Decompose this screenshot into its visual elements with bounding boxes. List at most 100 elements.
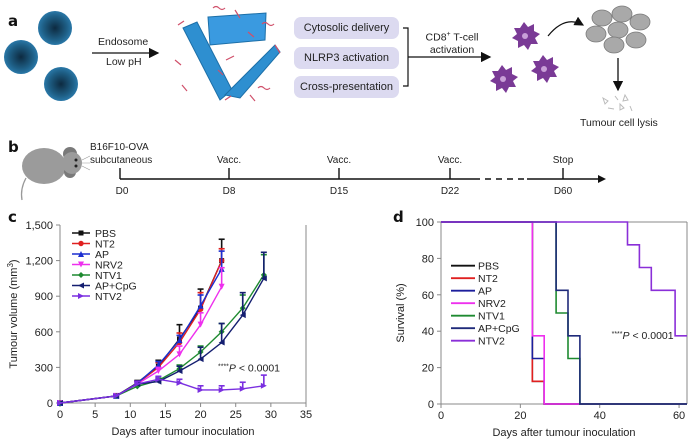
data-point-nrv2 <box>218 283 225 290</box>
tumour-lysis-label: Tumour cell lysis <box>580 117 658 129</box>
mouse-icon <box>20 147 91 201</box>
endosome-label: Endosome <box>98 36 149 48</box>
series-line-ntv2 <box>59 378 264 404</box>
data-point-ap <box>176 337 183 344</box>
chart-c-x-tick-label: 25 <box>230 409 242 421</box>
y-label-close: ) <box>8 259 20 263</box>
data-point-nrv2 <box>176 351 183 358</box>
chart-c-x-tick-label: 15 <box>159 409 171 421</box>
survival-chart: 0 20 40 60 0 20 40 60 80 100 Days after tumour ino… <box>395 217 688 439</box>
legend-marker-nt2 <box>78 240 84 247</box>
survival-curve-ntv2 <box>441 221 687 337</box>
chart-d-y-tick-label: 80 <box>422 253 434 265</box>
event-label-d22-top: Vacc. <box>437 155 463 166</box>
data-point-ap <box>155 362 162 369</box>
data-point-ap-cpg <box>239 312 246 319</box>
chart-c-y-axis-label: Tumour volume (mm3) <box>6 259 20 368</box>
chart-c-y-tick-label: 1,500 <box>25 220 53 232</box>
event-label-d8: D8 <box>222 186 236 197</box>
data-point-ntv2 <box>260 382 267 389</box>
series-line-ntv1 <box>59 274 265 404</box>
series-ntv1 <box>57 253 267 406</box>
data-point-ntv2 <box>239 385 246 392</box>
legend-label-ntv2: NTV2 <box>478 336 505 348</box>
timeline-arrowhead <box>598 175 606 183</box>
event-label-d60-top: Stop <box>552 155 574 166</box>
data-point-nrv2 <box>197 321 204 328</box>
chart-c-x-tick-label: 10 <box>124 409 136 421</box>
low-ph-label: Low pH <box>106 56 142 68</box>
chart-d-x-axis-label: Days after tumour inoculation <box>492 427 635 439</box>
model-label-line2: subcutaneous <box>90 155 153 166</box>
chart-c-y-tick-label: 1,200 <box>25 256 53 268</box>
legend-label-nt2: NT2 <box>95 239 115 251</box>
tumour-cell-cluster <box>585 5 651 54</box>
cd8-sup: + <box>446 31 451 38</box>
chart-d-y-tick-label: 60 <box>422 290 434 302</box>
y-label-main: Tumour volume (mm <box>8 268 20 369</box>
cd8-text: CD8 <box>425 31 447 44</box>
chart-d-x-tick-label: 0 <box>438 410 444 422</box>
event-label-d8-top: Vacc. <box>216 155 242 166</box>
legend-label-ap-cpg: AP+CpG <box>95 281 137 293</box>
event-label-d15-top: Vacc. <box>326 155 352 166</box>
legend-label-nrv2: NRV2 <box>95 260 123 272</box>
chart-d-x-tick-label: 20 <box>514 410 526 422</box>
panel-c-letter: c <box>8 208 17 226</box>
data-point-ap-cpg <box>260 275 267 282</box>
data-point-ap-cpg <box>197 356 204 363</box>
legend-label-ntv1: NTV1 <box>478 311 505 323</box>
legend-marker-ntv2 <box>78 293 84 299</box>
chart-c-p-value-annotation: ****P < 0.0001 <box>218 362 280 374</box>
nanoparticle-2 <box>4 40 38 74</box>
chart-c-x-tick-label: 5 <box>92 409 98 421</box>
legend-label-nt2: NT2 <box>478 273 498 285</box>
y-label-sup: 3 <box>6 263 15 268</box>
legend-label-ap-cpg: AP+CpG <box>478 323 520 335</box>
chart-d-y-axis-label: Survival (%) <box>395 283 407 342</box>
chart-c-x-tick-label: 35 <box>300 409 312 421</box>
legend-label-ntv1: NTV1 <box>95 270 122 282</box>
pill-cross-presentation: Cross-presentation <box>294 76 399 98</box>
chart-d-y-tick-label: 20 <box>422 363 434 375</box>
t-cell-text: T-cell <box>450 31 479 44</box>
data-point-ap-cpg <box>176 367 183 374</box>
legend-marker-ap <box>78 251 84 257</box>
panel-a-letter: a <box>8 12 19 30</box>
data-point-ap <box>197 302 204 309</box>
data-point-ntv2 <box>134 381 141 388</box>
event-label-d15: D15 <box>329 186 349 197</box>
legend-marker-ap-cpg <box>78 282 84 289</box>
event-label-d60: D60 <box>553 186 573 197</box>
lysed-cell-fragments <box>602 93 633 112</box>
event-label-d22: D22 <box>440 186 460 197</box>
activation-text: activation <box>429 43 475 56</box>
nanoparticle-1 <box>38 11 72 45</box>
chart-d-y-tick-label: 0 <box>428 399 434 411</box>
cd8-activation-label: CD8+ T-cell activation <box>418 29 486 56</box>
nanoparticle-3 <box>44 67 78 101</box>
tumour-volume-chart: 0 5 10 15 20 25 30 35 0 300 600 900 1,200 1,500 Days a… <box>6 220 312 438</box>
chart-c-y-tick-label: 0 <box>47 398 53 410</box>
chart-d-y-tick-label: 40 <box>422 326 434 338</box>
legend-label-ntv2: NTV2 <box>95 291 122 303</box>
legend-marker-pbs <box>78 230 84 236</box>
legend-marker-ntv1 <box>78 272 84 278</box>
chart-c-x-tick-label: 0 <box>57 409 63 421</box>
event-label-d0: D0 <box>115 186 129 197</box>
pill-bracket <box>403 27 412 87</box>
chart-c-y-tick-label: 300 <box>35 362 53 374</box>
nanosheets <box>174 5 281 102</box>
chart-c-x-axis-label: Days after tumour inoculation <box>111 426 254 438</box>
chart-c-x-tick-label: 20 <box>194 409 206 421</box>
attack-arrow <box>547 16 585 37</box>
data-point-ap-cpg <box>218 339 225 346</box>
data-point-ntv1 <box>134 383 141 390</box>
data-point-ntv2 <box>57 400 63 406</box>
legend-label-pbs: PBS <box>95 228 116 240</box>
chart-c-y-tick-label: 900 <box>35 291 53 303</box>
chart-d-y-tick-label: 100 <box>416 217 434 229</box>
data-point-ntv2 <box>176 379 183 386</box>
